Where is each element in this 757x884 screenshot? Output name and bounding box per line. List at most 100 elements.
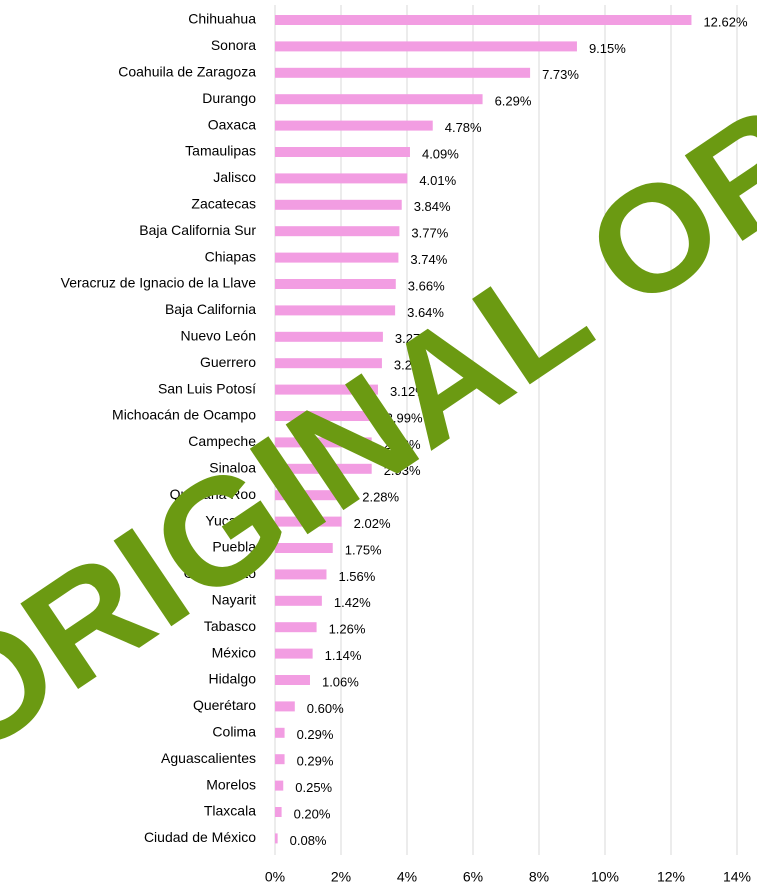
bar bbox=[275, 780, 284, 791]
bar bbox=[275, 675, 310, 685]
data-label: 4.01% bbox=[419, 173, 456, 188]
y-tick-label: Aguascalientes bbox=[161, 750, 256, 766]
x-tick-label: 12% bbox=[657, 869, 685, 884]
bar bbox=[275, 94, 483, 105]
bar bbox=[275, 147, 410, 157]
bar bbox=[275, 279, 396, 289]
y-tick-label: Jalisco bbox=[213, 169, 256, 185]
data-label: 3.77% bbox=[411, 226, 448, 241]
bar bbox=[275, 358, 382, 369]
y-tick-label: Chiapas bbox=[205, 248, 256, 264]
watermark-text: ORIGINAL ORF bbox=[0, 18, 757, 789]
data-label: 3.12% bbox=[390, 384, 427, 399]
y-tick-label: San Luis Potosí bbox=[158, 380, 256, 396]
data-label: 1.26% bbox=[329, 622, 366, 637]
data-label: 0.29% bbox=[297, 754, 334, 769]
y-tick-label: Ciudad de México bbox=[144, 829, 256, 845]
data-label: 4.78% bbox=[445, 120, 482, 135]
y-tick-label: Tlaxcala bbox=[204, 803, 256, 819]
data-label: 0.60% bbox=[307, 701, 344, 716]
bar bbox=[275, 384, 378, 395]
y-tick-label: Zacatecas bbox=[191, 196, 256, 212]
bar bbox=[275, 754, 285, 765]
y-tick-label: Veracruz de Ignacio de la Llave bbox=[61, 275, 257, 291]
y-tick-label: Sinaloa bbox=[209, 460, 256, 476]
x-tick-label: 4% bbox=[397, 869, 417, 884]
data-label: 0.29% bbox=[297, 727, 334, 742]
data-label: 3.74% bbox=[410, 252, 447, 267]
y-tick-label: Campeche bbox=[188, 433, 256, 449]
bar bbox=[275, 833, 278, 844]
bar bbox=[275, 252, 399, 263]
bar bbox=[275, 648, 313, 659]
bar bbox=[275, 437, 372, 448]
y-tick-label: Sonora bbox=[211, 37, 256, 53]
data-label: 2.93% bbox=[384, 463, 421, 478]
y-tick-label: Tamaulipas bbox=[185, 143, 256, 159]
bar bbox=[275, 331, 383, 342]
bar bbox=[275, 411, 374, 421]
x-tick-label: 8% bbox=[529, 869, 549, 884]
bar bbox=[275, 543, 333, 553]
y-tick-label: Baja California Sur bbox=[139, 222, 256, 238]
x-tick-label: 0% bbox=[265, 869, 285, 884]
bar bbox=[275, 199, 402, 210]
data-label: 0.20% bbox=[294, 806, 331, 821]
data-label: 0.08% bbox=[290, 833, 327, 848]
data-label: 0.25% bbox=[295, 780, 332, 795]
data-label: 3.84% bbox=[414, 199, 451, 214]
y-tick-label: Durango bbox=[202, 90, 256, 106]
y-tick-label: Hidalgo bbox=[209, 671, 257, 687]
data-label: 2.93% bbox=[384, 437, 421, 452]
bar bbox=[275, 305, 396, 316]
data-label: 3.64% bbox=[407, 305, 444, 320]
data-label: 3.24% bbox=[394, 358, 431, 373]
x-tick-label: 14% bbox=[723, 869, 751, 884]
bar bbox=[275, 41, 577, 52]
data-label: 1.06% bbox=[322, 674, 359, 689]
bar bbox=[275, 727, 285, 738]
data-label: 12.62% bbox=[703, 14, 748, 29]
y-tick-label: Baja California bbox=[165, 301, 256, 317]
x-tick-label: 2% bbox=[331, 869, 351, 884]
bar bbox=[275, 569, 327, 580]
data-label: 1.14% bbox=[325, 648, 362, 663]
bar bbox=[275, 807, 282, 817]
bar bbox=[275, 15, 692, 25]
data-label: 3.27% bbox=[395, 331, 432, 346]
y-tick-label: Oaxaca bbox=[208, 116, 256, 132]
bar bbox=[275, 226, 400, 237]
data-label: 3.66% bbox=[408, 278, 445, 293]
data-label: 2.28% bbox=[362, 490, 399, 505]
y-tick-label: Guerrero bbox=[200, 354, 256, 370]
data-label: 1.42% bbox=[334, 595, 371, 610]
y-tick-label: Nayarit bbox=[212, 592, 256, 608]
y-tick-label: Coahuila de Zaragoza bbox=[118, 64, 256, 80]
y-tick-label: Puebla bbox=[212, 539, 256, 555]
data-label: 1.75% bbox=[345, 542, 382, 557]
y-tick-label: Querétaro bbox=[193, 697, 256, 713]
bar bbox=[275, 595, 322, 606]
y-tick-label: Chihuahua bbox=[188, 11, 256, 27]
x-tick-label: 6% bbox=[463, 869, 483, 884]
y-tick-label: Yucatán bbox=[205, 512, 256, 528]
bar bbox=[275, 516, 342, 527]
bar bbox=[275, 701, 295, 712]
bar bbox=[275, 622, 317, 633]
bar bbox=[275, 67, 531, 78]
bar bbox=[275, 120, 433, 131]
data-label: 7.73% bbox=[542, 67, 579, 82]
y-tick-label: México bbox=[212, 644, 257, 660]
data-label: 2.99% bbox=[386, 410, 423, 425]
x-tick-label: 10% bbox=[591, 869, 619, 884]
y-tick-label: Morelos bbox=[206, 776, 256, 792]
y-tick-label: Guanajuato bbox=[184, 565, 257, 581]
y-tick-label: Michoacán de Ocampo bbox=[112, 407, 256, 423]
y-tick-label: Nuevo León bbox=[180, 328, 256, 344]
watermark: ORIGINAL ORF bbox=[0, 18, 757, 789]
bar bbox=[275, 173, 408, 184]
data-label: 4.09% bbox=[422, 146, 459, 161]
y-tick-label: Tabasco bbox=[204, 618, 256, 634]
y-tick-label: Quintana Roo bbox=[170, 486, 257, 502]
